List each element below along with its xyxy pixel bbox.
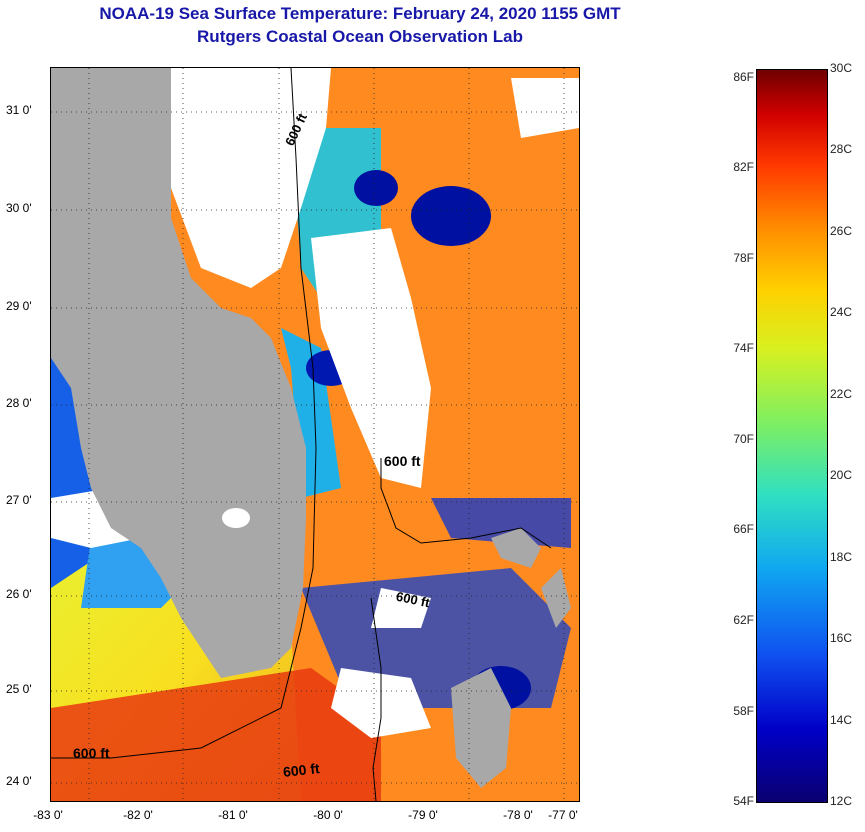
map-title: NOAA-19 Sea Surface Temperature: Februar… (99, 4, 621, 23)
sst-map[interactable]: 600 ft 600 ft 600 ft 600 ft 600 ft (50, 67, 580, 802)
cold-patch (354, 170, 398, 206)
southern-warm-water (51, 668, 381, 801)
cloud-mask (171, 68, 331, 288)
midocean-cool-band (431, 498, 571, 548)
colorbar-c-label: 28C (830, 142, 853, 156)
andros-island (451, 668, 511, 788)
lat-label: 24 0' (6, 774, 32, 788)
colorbar-f-label: 78F (733, 251, 754, 265)
lake-okeechobee (222, 508, 250, 528)
colorbar-c-label: 20C (830, 468, 853, 482)
depth-contour-line (51, 68, 317, 759)
east-coast-cool-water (281, 328, 341, 498)
lon-label: -80 0' (313, 808, 343, 822)
colorbar-c-label: 24C (830, 305, 853, 319)
lon-label: -79 0' (408, 808, 438, 822)
colorbar-c-label: 30C (830, 61, 853, 75)
map-subtitle: Rutgers Coastal Ocean Observation Lab (197, 27, 523, 46)
cloud-mask (511, 78, 579, 138)
cold-patch (411, 186, 491, 246)
colorbar-f-label: 70F (733, 432, 754, 446)
lat-label: 25 0' (6, 682, 32, 696)
lon-label: -81 0' (218, 808, 248, 822)
cloud-mask (311, 228, 431, 488)
colorbar-f-label: 66F (733, 522, 754, 536)
grand-bahama-island (491, 528, 541, 568)
lat-label: 26 0' (6, 587, 32, 601)
abaco-island (541, 568, 571, 628)
contour-label: 600 ft (384, 453, 421, 469)
colorbar-f-label: 54F (733, 794, 754, 808)
colorbar-c-label: 14C (830, 713, 853, 727)
colorbar-c-label: 12C (830, 794, 853, 808)
colorbar-f-label: 82F (733, 160, 754, 174)
lat-label: 31 0' (6, 103, 32, 117)
colorbar-f-label: 86F (733, 70, 754, 84)
colorbar-c-label: 26C (830, 224, 853, 238)
colorbar-f-label: 74F (733, 341, 754, 355)
colorbar-c-label: 18C (830, 550, 853, 564)
colorbar-f-label: 62F (733, 613, 754, 627)
lat-label: 30 0' (6, 201, 32, 215)
contour-label: 600 ft (73, 745, 110, 761)
lon-label: -83 0' (33, 808, 63, 822)
lat-label: 28 0' (6, 396, 32, 410)
lon-label: -77 0' (548, 808, 578, 822)
lat-label: 29 0' (6, 299, 32, 313)
cloud-mask (371, 588, 431, 628)
lon-label: -82 0' (123, 808, 153, 822)
temperature-colorbar (756, 69, 828, 803)
colorbar-c-label: 16C (830, 631, 853, 645)
colorbar-c-label: 22C (830, 387, 853, 401)
lon-label: -78 0' (503, 808, 533, 822)
depth-contour-line (380, 458, 552, 549)
colorbar-f-label: 58F (733, 704, 754, 718)
lat-label: 27 0' (6, 493, 32, 507)
graticule (51, 68, 579, 801)
